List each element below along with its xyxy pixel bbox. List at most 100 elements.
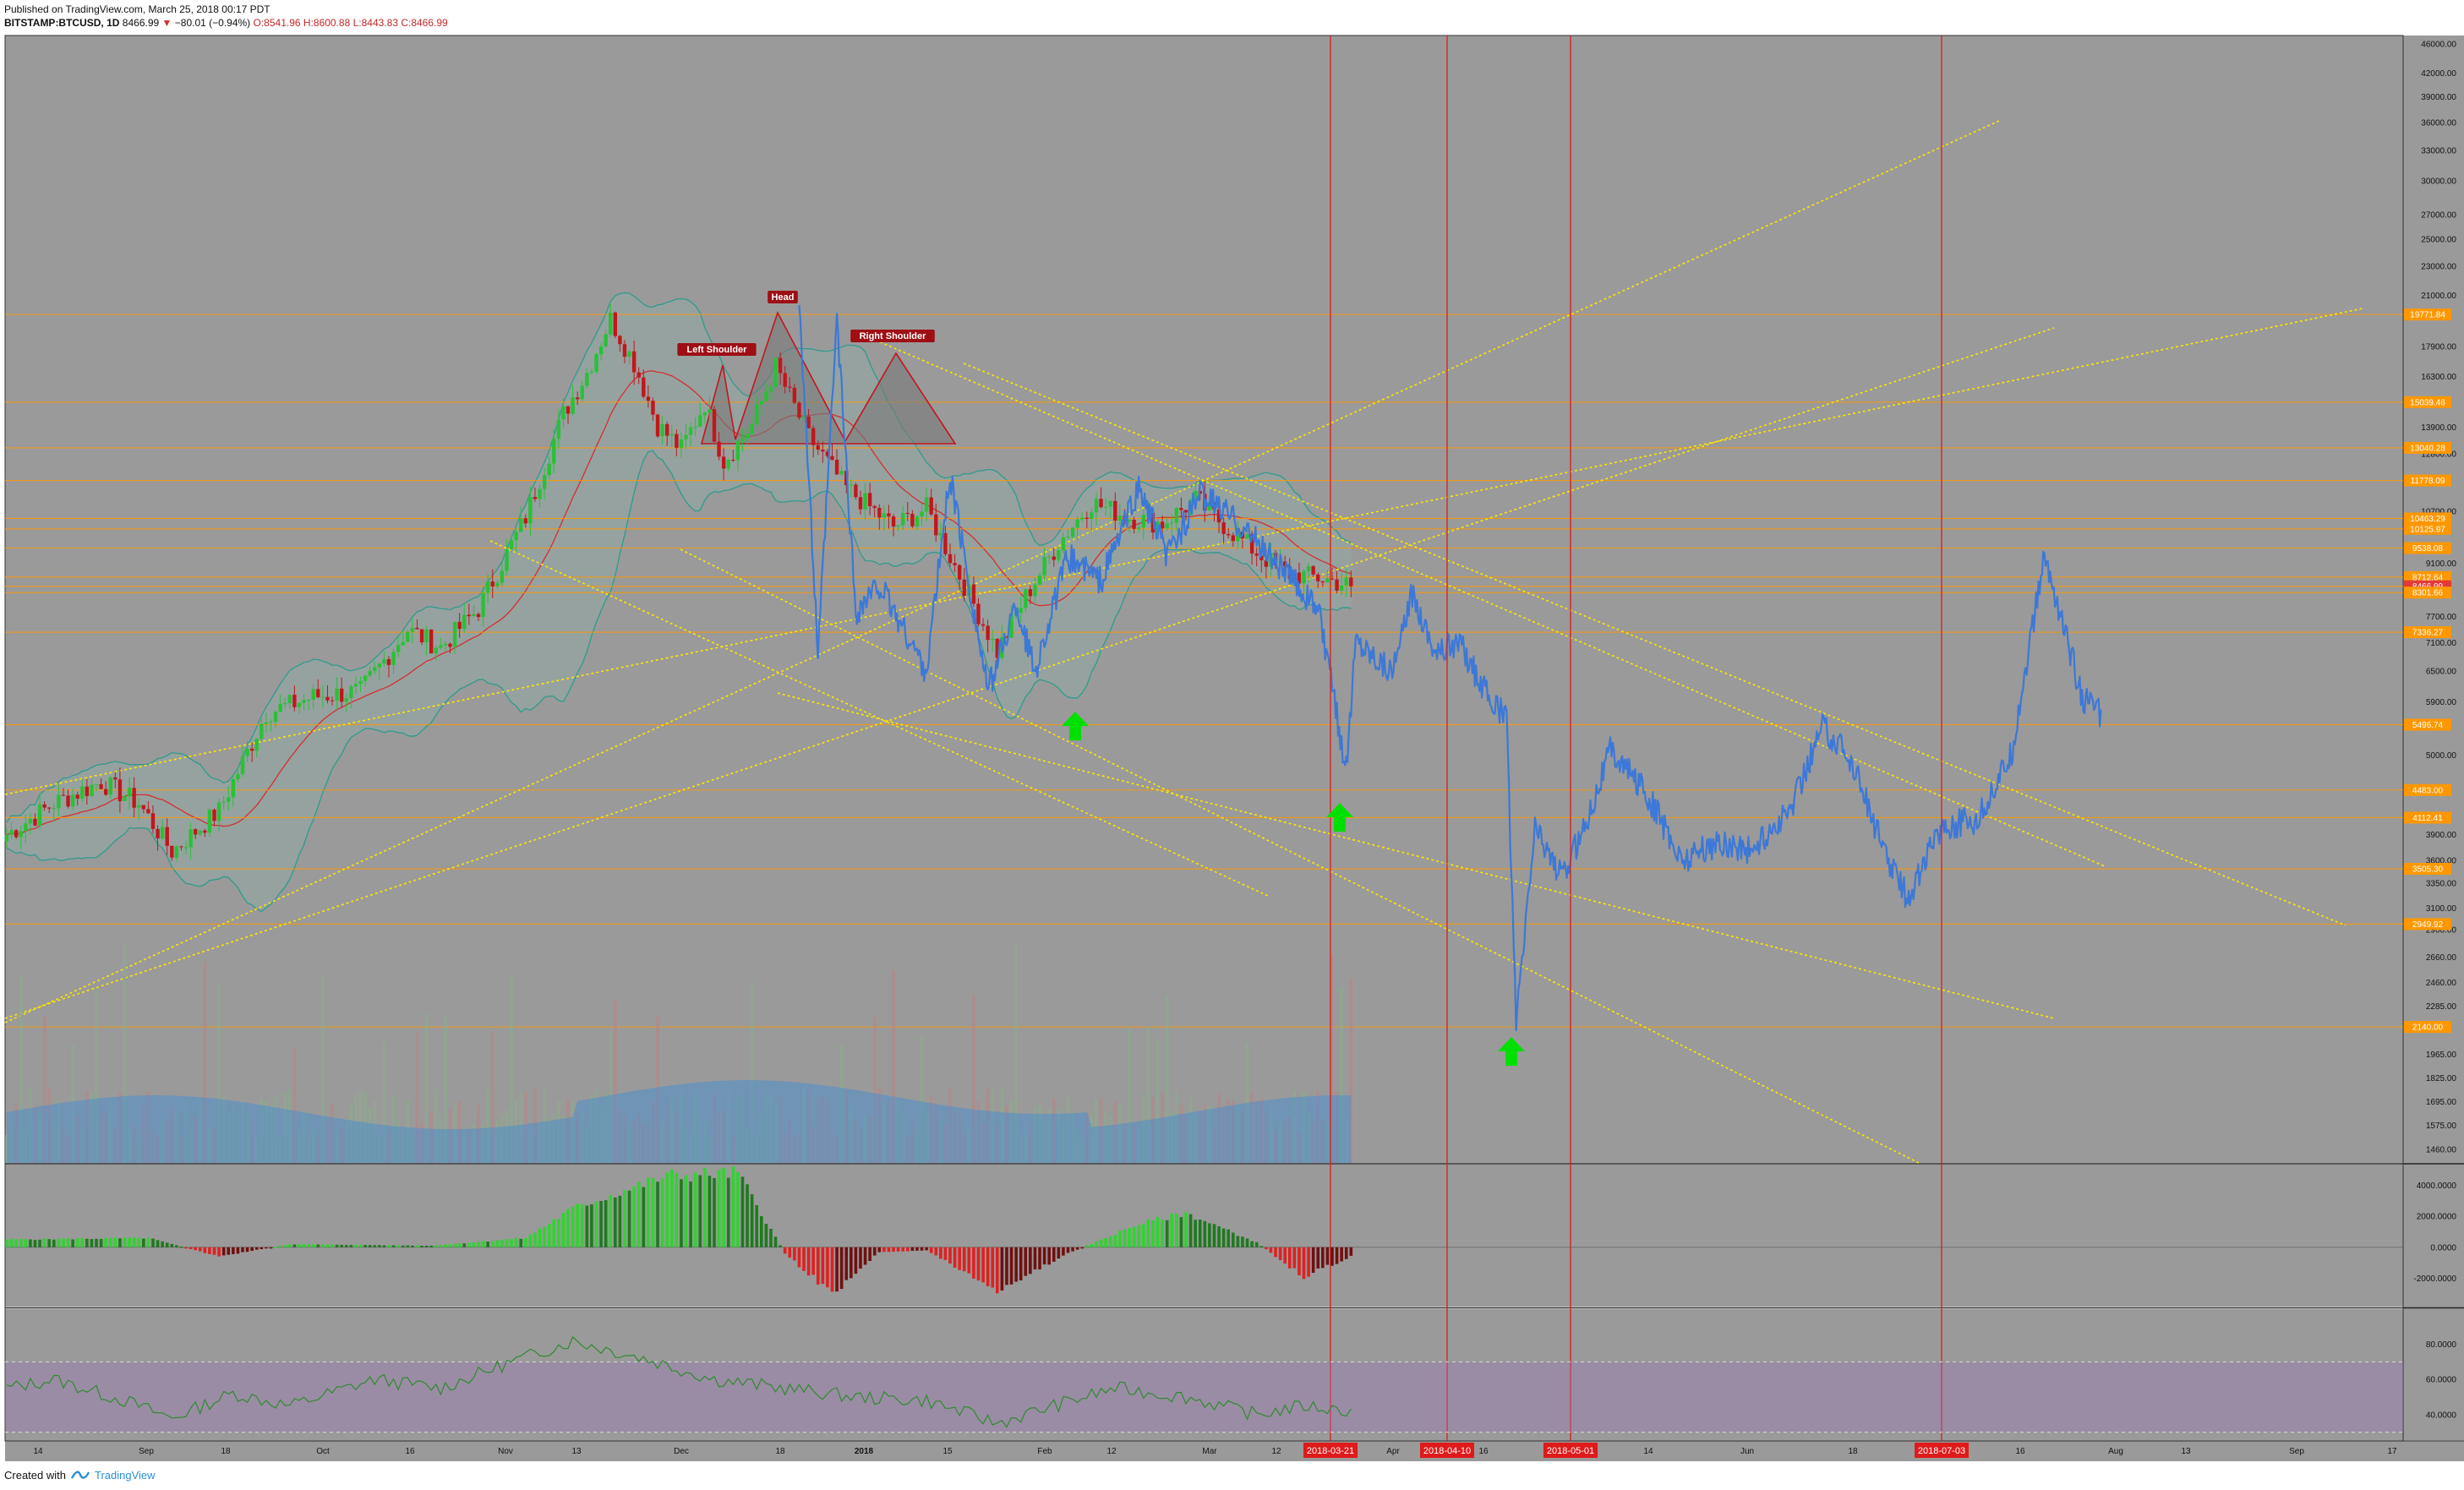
candle-body: [146, 809, 150, 814]
macd-bar: [175, 1245, 178, 1247]
macd-bar: [142, 1238, 145, 1247]
macd-bar: [85, 1238, 89, 1247]
macd-bar: [1141, 1224, 1145, 1247]
macd-bar: [481, 1241, 485, 1247]
macd-bar: [278, 1246, 282, 1247]
volume-bar: [66, 1136, 70, 1163]
macd-bar: [42, 1238, 46, 1247]
macd-bar: [717, 1170, 721, 1247]
candle-body: [85, 786, 90, 796]
volume-bar: [444, 1017, 447, 1163]
volume-bar: [675, 1111, 679, 1163]
candle-body: [688, 427, 693, 435]
macd-bar: [981, 1247, 985, 1283]
volume-bar: [321, 974, 325, 1163]
candle-body: [141, 805, 146, 810]
level-badge: [2404, 918, 2451, 931]
trend-line: [963, 363, 2347, 926]
macd-bar: [24, 1239, 28, 1247]
level-badge: [2404, 718, 2451, 731]
macd-bar: [1340, 1247, 1343, 1262]
ohlc-values: O:8541.96 H:8600.88 L:8443.83 C:8466.99: [253, 17, 448, 29]
macd-bar: [976, 1247, 981, 1281]
volume-bar: [614, 1000, 617, 1163]
volume-bar: [52, 1122, 56, 1163]
candle-body: [811, 428, 816, 445]
volume-bar: [161, 1124, 164, 1163]
candle-body: [797, 402, 801, 418]
green-up-arrow-icon: [1062, 712, 1089, 740]
time-tick-label: 14: [1643, 1447, 1653, 1456]
date-badge: [1303, 1443, 1358, 1458]
level-badge: [2404, 441, 2451, 454]
macd-bar: [1287, 1247, 1292, 1269]
macd-bar: [731, 1166, 735, 1247]
volume-bar: [1024, 1133, 1028, 1163]
macd-bar: [632, 1186, 636, 1247]
candle-body: [373, 667, 377, 671]
candle-body: [825, 451, 830, 456]
volume-bar: [132, 1125, 136, 1163]
volume-bar: [462, 1128, 467, 1163]
volume-bar: [1349, 978, 1353, 1163]
volume-bar: [636, 1112, 641, 1163]
volume-bar: [863, 1116, 867, 1163]
macd-bar: [128, 1237, 131, 1247]
candle-body: [830, 456, 834, 460]
volume-bar: [179, 1137, 183, 1163]
volume-bar: [118, 1093, 122, 1163]
volume-bar: [33, 1105, 37, 1163]
volume-bar: [1165, 996, 1169, 1163]
volume-bar: [1194, 1116, 1197, 1163]
macd-bar: [882, 1247, 886, 1253]
candle-body: [1113, 500, 1117, 521]
macd-bar: [826, 1247, 829, 1288]
volume-bar: [609, 1031, 613, 1163]
pattern-label: Head: [772, 292, 795, 303]
macd-bar: [373, 1245, 377, 1247]
pattern-label-box: [850, 330, 935, 342]
volume-bar: [128, 1129, 131, 1163]
volume-bar: [486, 1089, 489, 1163]
volume-bar: [265, 1100, 268, 1163]
volume-bar: [939, 1119, 942, 1163]
macd-bar: [227, 1247, 231, 1255]
macd-bar: [1221, 1228, 1226, 1247]
candle-body: [137, 805, 141, 808]
volume-bar: [156, 1135, 160, 1163]
macd-bar: [1047, 1247, 1051, 1265]
volume-bar: [972, 995, 975, 1163]
candle-body: [1165, 523, 1169, 529]
candle-body: [721, 456, 726, 469]
macd-bar: [260, 1247, 264, 1249]
macd-bar: [915, 1247, 919, 1251]
volume-bar: [953, 1113, 957, 1163]
macd-bar: [585, 1205, 589, 1247]
candle-body: [735, 440, 740, 461]
macd-bar: [236, 1247, 240, 1254]
candle-body: [547, 463, 551, 476]
price-tick-label: 1965.00: [2426, 1051, 2457, 1060]
volume-bar: [254, 1136, 259, 1163]
volume-bar: [514, 1100, 518, 1163]
macd-bar: [524, 1238, 527, 1247]
macd-bar: [929, 1247, 933, 1253]
candle-body: [203, 830, 207, 833]
candle-body: [132, 788, 136, 808]
volume-bar: [1221, 1108, 1226, 1163]
candle-body: [188, 829, 193, 848]
volume-bar: [1071, 1110, 1074, 1163]
macd-bar: [887, 1247, 891, 1253]
volume-bar: [1156, 1038, 1160, 1163]
macd-bar: [901, 1247, 904, 1252]
macd-bar: [755, 1205, 759, 1247]
macd-bar: [221, 1247, 226, 1256]
tradingview-brand[interactable]: TradingView: [94, 1469, 156, 1482]
candle-body: [481, 592, 485, 618]
candle-body: [396, 645, 401, 652]
volume-bar: [99, 1114, 103, 1163]
candle-body: [278, 704, 282, 712]
candle-body: [311, 689, 315, 700]
volume-bar: [642, 1124, 646, 1163]
candle-body: [901, 512, 905, 526]
